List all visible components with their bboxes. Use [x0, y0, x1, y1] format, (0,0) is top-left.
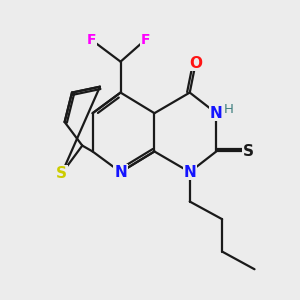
Text: S: S	[56, 166, 67, 181]
Text: N: N	[114, 165, 127, 180]
Text: F: F	[141, 33, 150, 46]
Text: N: N	[183, 165, 196, 180]
Text: S: S	[243, 144, 254, 159]
Text: O: O	[189, 56, 202, 70]
Text: H: H	[224, 103, 234, 116]
Text: N: N	[210, 106, 223, 121]
Text: F: F	[86, 33, 96, 46]
